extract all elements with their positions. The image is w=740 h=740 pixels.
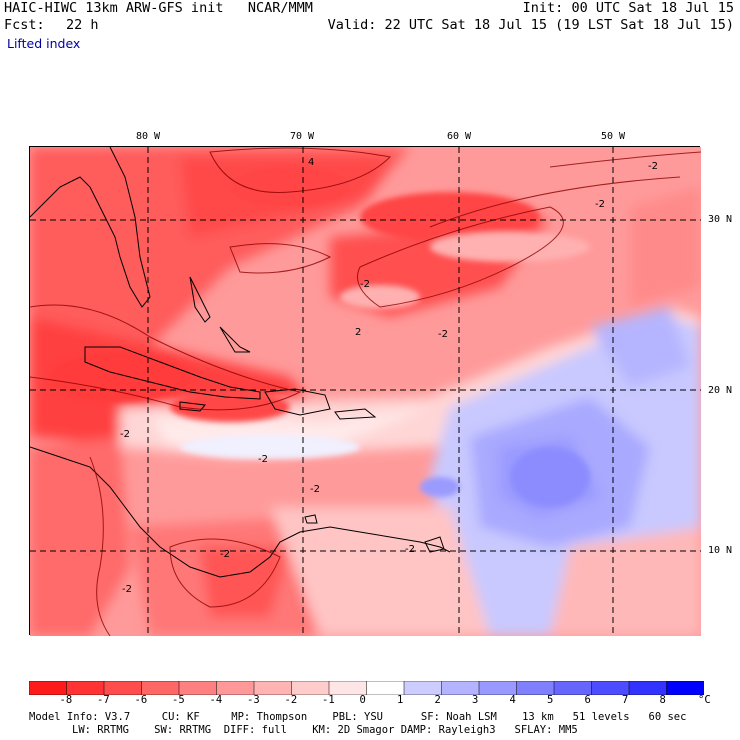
colorbar-tick-label: 5 [547, 694, 554, 706]
colorbar-tick-label: 1 [397, 694, 404, 706]
contour-label: -2 [595, 199, 605, 210]
colorbar-tick-label: 8 [659, 694, 666, 706]
colorbar-tick-label: 6 [584, 694, 591, 706]
colorbar-swatch [178, 680, 218, 696]
colorbar-tick-label: -8 [59, 694, 73, 706]
colorbar-swatches [28, 680, 705, 696]
colorbar-tick-label: -6 [134, 694, 148, 706]
colorbar-tick-label: 4 [509, 694, 516, 706]
graticule [30, 147, 701, 636]
lon-label-80w: 80 W [136, 131, 161, 142]
lon-label-70w: 70 W [290, 131, 315, 142]
contour-label: -2 [122, 584, 132, 595]
valid-time: Valid: 22 UTC Sat 18 Jul 15 (19 LST Sat … [327, 17, 734, 33]
lifted-index-map: 4 -2 -2 2 -2 -2 -2 -2 -2 -2 -2 -2 [29, 146, 702, 637]
colorbar-swatch [628, 680, 668, 696]
map-canvas: 4 -2 -2 2 -2 -2 -2 -2 -2 -2 -2 -2 [29, 146, 702, 637]
colorbar-swatch [478, 680, 518, 696]
colorbar-swatch [553, 680, 593, 696]
colorbar-swatch [103, 680, 143, 696]
contour-label: -2 [438, 329, 448, 340]
colorbar-tick-label: -2 [284, 694, 298, 706]
contour-label: -2 [405, 544, 415, 555]
colorbar [28, 680, 705, 699]
colorbar-swatch [666, 680, 705, 696]
contour-label: 4 [308, 157, 314, 168]
colorbar-tick-label: 2 [434, 694, 441, 706]
colorbar-swatch [253, 680, 293, 696]
contour-label: -2 [220, 549, 230, 560]
forecast-label: Fcst: [4, 17, 45, 33]
colorbar-tick-label: -4 [209, 694, 223, 706]
colorbar-tick-label: °C [698, 694, 711, 706]
colorbar-swatch [328, 680, 368, 696]
colorbar-tick-label: 7 [622, 694, 629, 706]
colorbar-swatch [366, 680, 405, 696]
colorbar-tick-label: 0 [359, 694, 366, 706]
lat-label-30n: 30 N [708, 214, 733, 225]
colorbar-tick-label: -1 [322, 694, 335, 706]
forecast-hour: 22 h [66, 17, 99, 33]
lat-label-10n: 10 N [708, 545, 733, 556]
contour-lines [29, 147, 702, 637]
contour-label: 2 [355, 327, 361, 338]
coastlines [29, 146, 451, 578]
colorbar-swatch [291, 680, 330, 696]
lat-label-20n: 20 N [708, 385, 733, 396]
colorbar-swatch [516, 680, 555, 696]
colorbar-swatch [141, 680, 180, 696]
contour-label: -2 [648, 161, 658, 172]
colorbar-tick-label: 3 [472, 694, 479, 706]
field-shading [30, 147, 701, 636]
contour-label-group: 4 -2 -2 2 -2 -2 -2 -2 -2 -2 -2 -2 [120, 157, 658, 595]
colorbar-swatch [403, 680, 443, 696]
footer-line-1: Model Info: V3.7 CU: KF MP: Thompson PBL… [29, 711, 687, 723]
footer-line-2: LW: RRTMG SW: RRTMG DIFF: full KM: 2D Sm… [72, 724, 578, 736]
colorbar-swatch [216, 680, 255, 696]
lon-label-50w: 50 W [601, 131, 626, 142]
contour-label: -2 [360, 279, 370, 290]
colorbar-tick-label: -7 [97, 694, 110, 706]
run-title: HAIC-HIWC 13km ARW-GFS init NCAR/MMM [4, 0, 313, 16]
colorbar-swatch [591, 680, 630, 696]
lon-label-60w: 60 W [447, 131, 472, 142]
colorbar-tick-label: -5 [172, 694, 185, 706]
init-time: Init: 00 UTC Sat 18 Jul 15 [522, 0, 734, 16]
colorbar-swatch [441, 680, 480, 696]
contour-label: -2 [258, 454, 268, 465]
colorbar-tick-label: -3 [247, 694, 260, 706]
contour-label: -2 [310, 484, 320, 495]
colorbar-swatch [66, 680, 105, 696]
colorbar-swatch [28, 680, 68, 696]
field-name: Lifted index [7, 36, 81, 51]
contour-label: -2 [120, 429, 130, 440]
